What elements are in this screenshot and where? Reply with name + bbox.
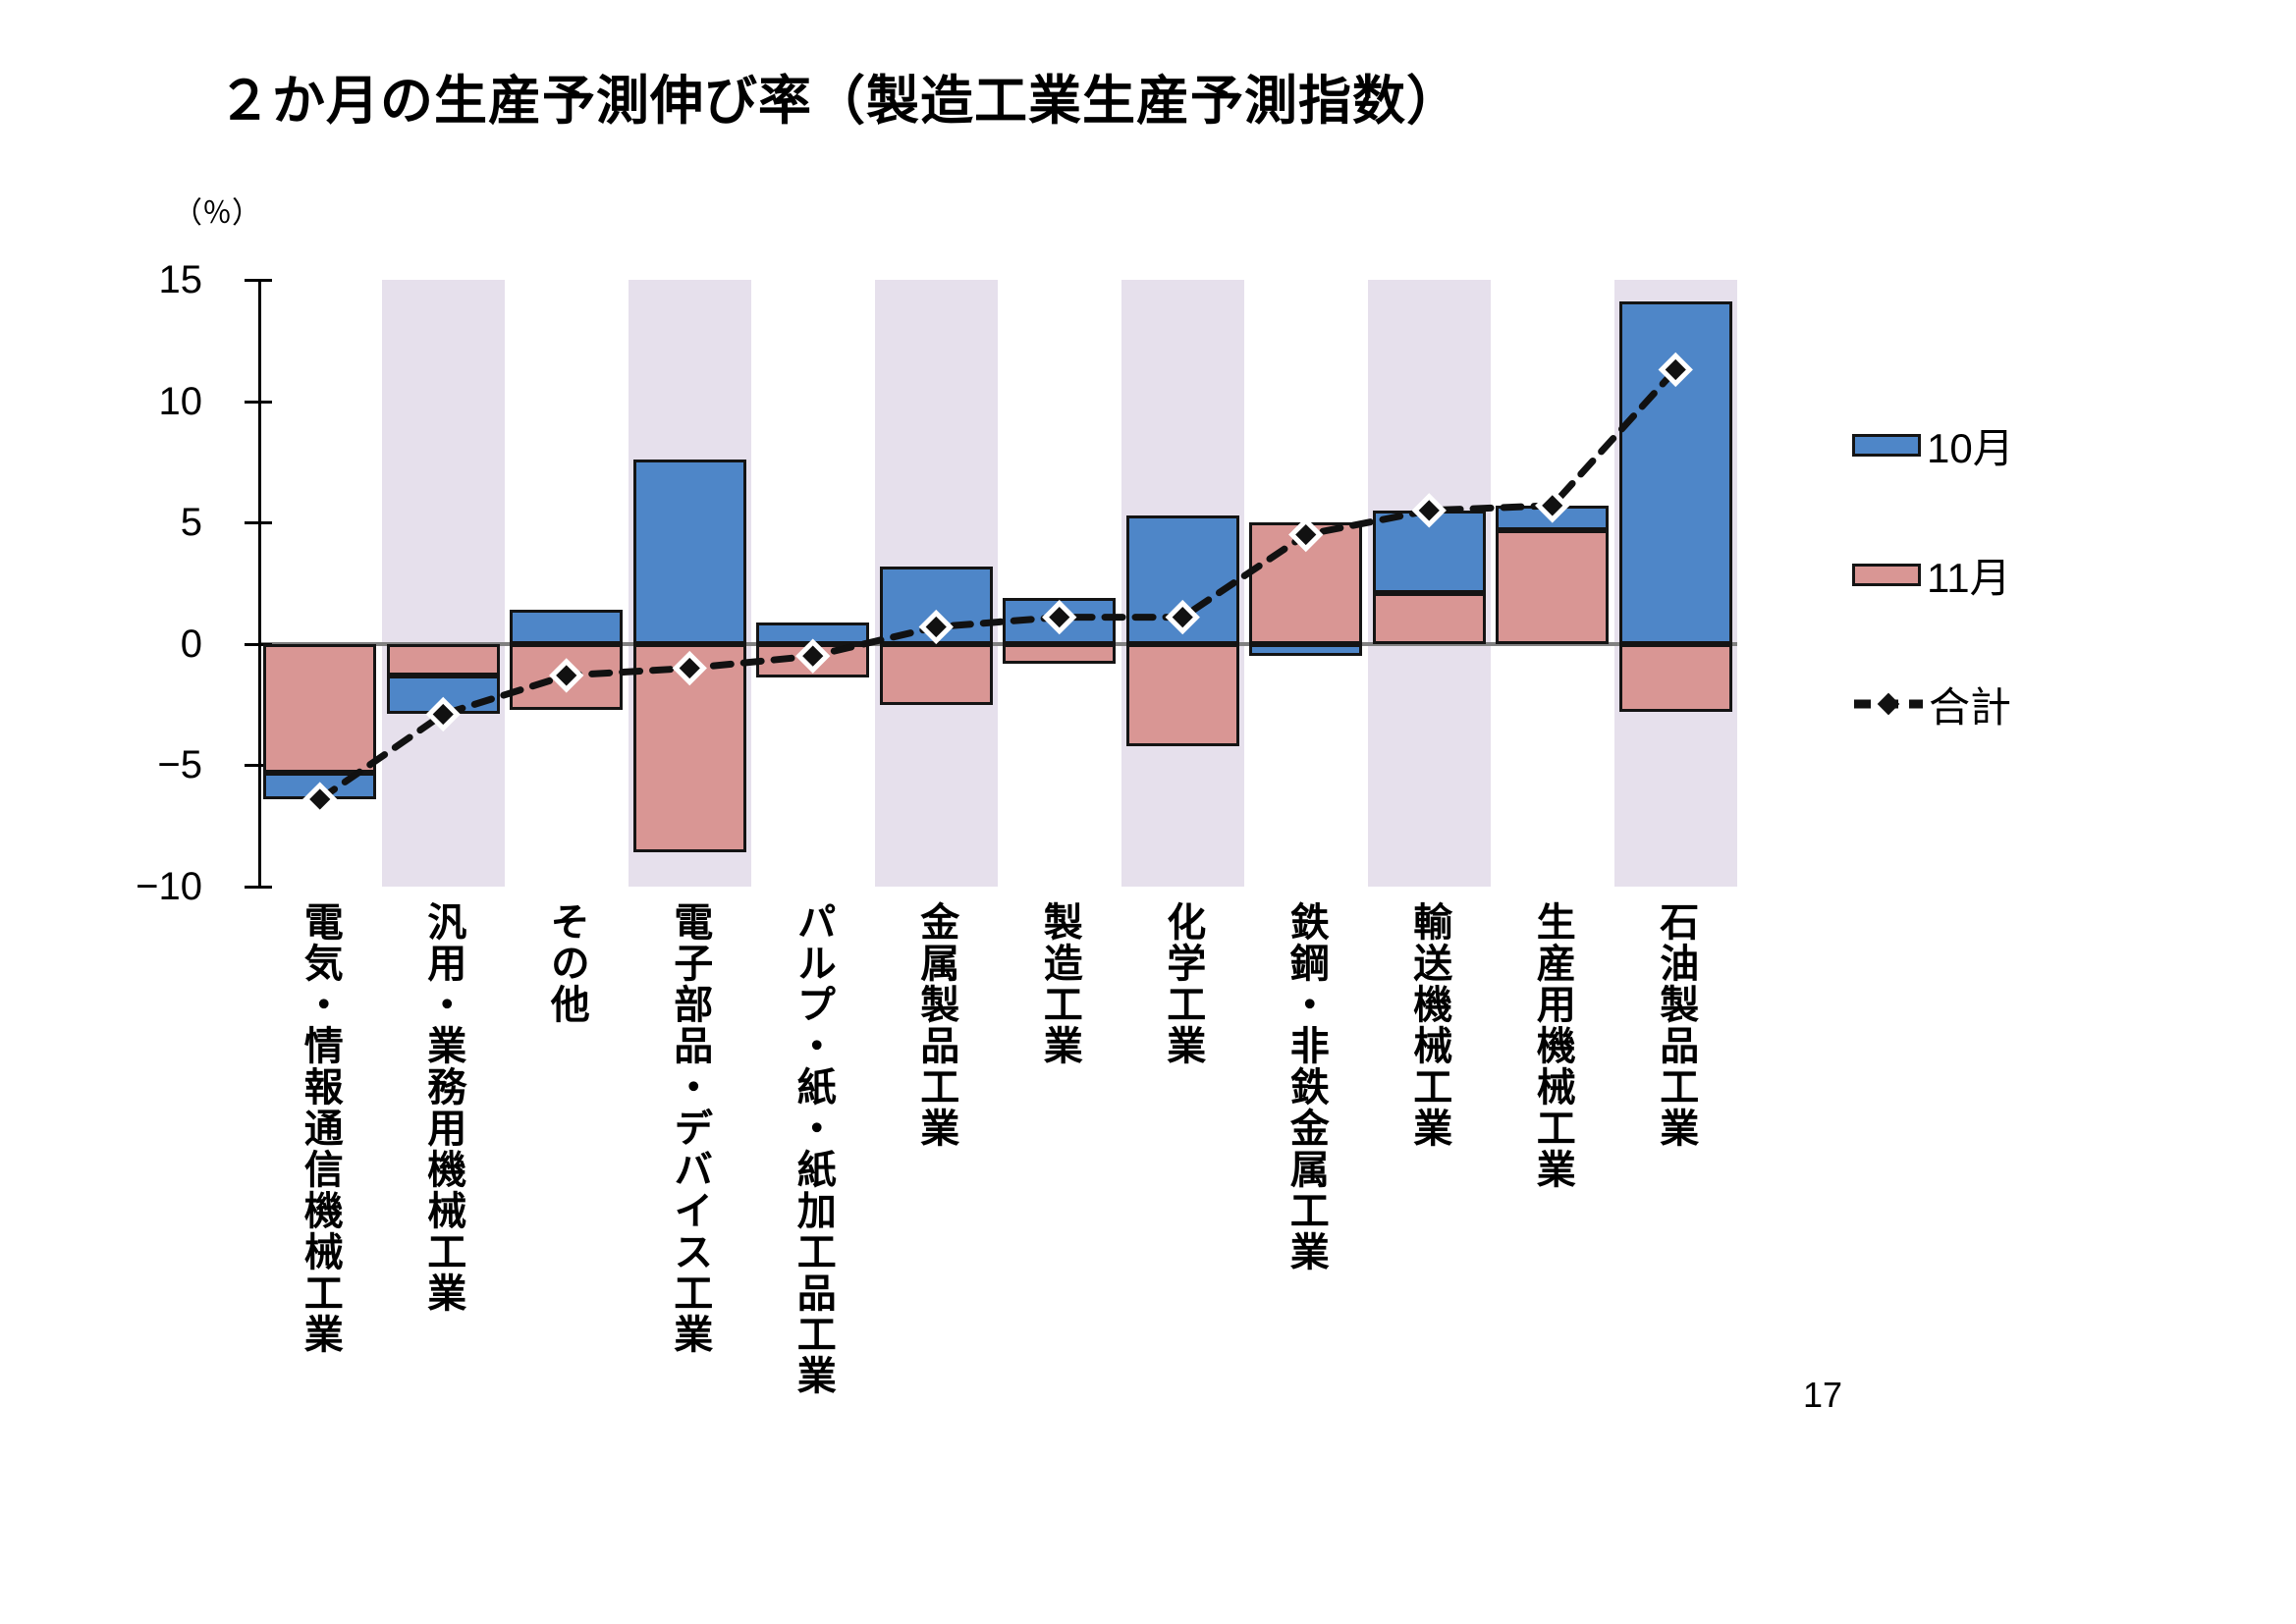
bar-october-5 (756, 622, 870, 644)
bar-november-12 (1618, 643, 1732, 712)
category-label-10: 輸送機械工業 (1407, 901, 1451, 1149)
column-band-2 (381, 280, 505, 887)
category-label-5: パルプ・紙・紙加工品工業 (791, 901, 835, 1396)
chart-title: ２か月の生産予測伸び率（製造工業生産予測指数） (218, 72, 1460, 131)
page-number: 17 (1803, 1375, 1843, 1415)
bar-october-8 (1125, 514, 1239, 644)
legend-item-total: 合計 (1852, 681, 2014, 731)
bar-october-3 (510, 610, 624, 644)
y-axis-line (258, 280, 261, 889)
y-tick-label-5: 5 (180, 501, 202, 545)
bar-october-10 (1372, 510, 1486, 593)
category-label-1: 電気・情報通信機械工業 (298, 901, 342, 1355)
bar-november-2 (386, 643, 500, 676)
bar-november-1 (263, 643, 377, 773)
bar-november-7 (1003, 643, 1117, 664)
bar-november-5 (756, 643, 870, 678)
legend-label-total: 合計 (1929, 683, 2012, 731)
category-label-3: その他 (544, 901, 588, 1025)
y-tick-label--10: −10 (136, 865, 202, 908)
bar-october-1 (263, 772, 377, 799)
bar-november-4 (632, 643, 746, 853)
bar-october-11 (1496, 505, 1610, 530)
chart-legend: 10月 11月 合計 (1852, 422, 2014, 811)
y-tick-15 (245, 279, 272, 282)
category-label-7: 製造工業 (1037, 901, 1081, 1066)
y-tick-label-0: 0 (180, 622, 202, 666)
october-bar-swatch (1852, 433, 1921, 457)
y-axis-unit-label: （％） (173, 197, 261, 230)
bar-november-3 (510, 643, 624, 710)
bar-october-9 (1249, 643, 1363, 657)
category-label-4: 電子部品・デバイス工業 (668, 901, 712, 1355)
y-tick-label-15: 15 (158, 258, 203, 301)
total-line-swatch (1852, 689, 1923, 719)
y-tick-10 (245, 400, 272, 404)
y-tick--5 (245, 764, 272, 768)
bar-november-8 (1125, 643, 1239, 746)
category-label-8: 化学工業 (1161, 901, 1205, 1066)
bar-november-11 (1496, 529, 1610, 644)
bar-october-12 (1618, 301, 1732, 644)
legend-label-october: 10月 (1927, 424, 2014, 471)
category-label-6: 金属製品工業 (914, 901, 958, 1149)
y-tick-label--5: −5 (157, 743, 202, 787)
bar-november-10 (1372, 592, 1486, 644)
legend-item-november: 11月 (1852, 552, 2014, 601)
bar-october-7 (1003, 597, 1117, 644)
y-tick-label-10: 10 (158, 379, 203, 423)
bar-october-4 (632, 459, 746, 644)
y-tick-5 (245, 521, 272, 525)
category-label-12: 石油製品工業 (1654, 901, 1698, 1149)
y-tick--10 (245, 886, 272, 889)
category-label-2: 汎用・業務用機械工業 (421, 901, 465, 1314)
bar-october-2 (386, 675, 500, 715)
bar-october-6 (879, 566, 993, 644)
bar-november-6 (879, 643, 993, 705)
category-label-9: 鉄鋼・非鉄金属工業 (1284, 901, 1328, 1272)
category-label-11: 生産用機械工業 (1530, 901, 1574, 1190)
november-bar-swatch (1852, 563, 1921, 586)
legend-label-november: 11月 (1927, 554, 2011, 601)
bar-november-9 (1249, 522, 1363, 644)
legend-item-october: 10月 (1852, 422, 2014, 471)
y-tick-0 (245, 642, 272, 646)
